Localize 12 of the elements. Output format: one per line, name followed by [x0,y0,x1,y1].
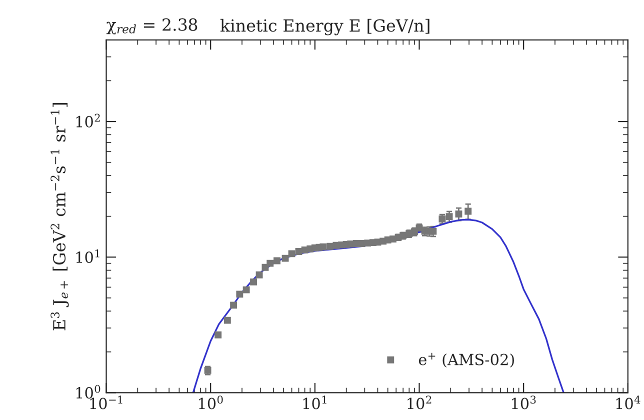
x-tick-label: 10$^{0}$ [199,396,223,410]
text: χ$_{red}$ = 2.38 [106,18,198,34]
y-tick-label: 10$^{0}$ [76,384,100,399]
y-tick-label: 10$^{2}$ [76,114,100,128]
chart-title: kinetic Energy E [GeV/n] [220,18,430,36]
x-tick-label: 10$^{3}$ [512,396,536,410]
text: E$^{3}$ J$_{e+}$ [GeV$^{2}$ cm$^{−2}$s$^{−1}$ sr$^{−1}$] [50,103,69,330]
x-tick-label: 10$^{2}$ [408,396,432,410]
y-tick-label: 10$^{1}$ [76,249,100,264]
legend-label: e$^{+}$ (AMS-02) [418,352,514,368]
x-tick-label: 10$^{4}$ [616,396,640,410]
x-tick-label: 10$^{1}$ [303,396,326,410]
